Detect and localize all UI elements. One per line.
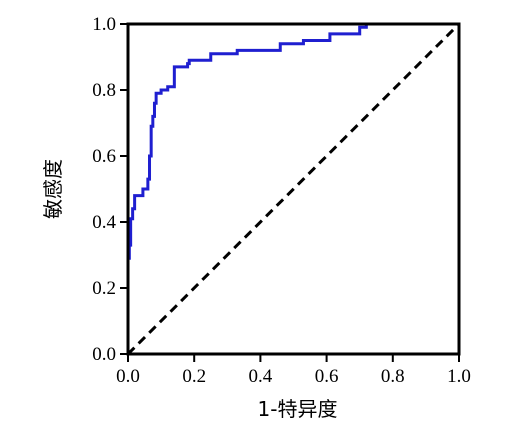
reference-diagonal-line bbox=[126, 22, 461, 356]
tick-labels: 0.0 0.2 0.4 0.6 0.8 1.0 0.0 0.2 0.4 0.6 0.8 1.0 bbox=[92, 14, 471, 387]
x-tick-label: 0.8 bbox=[381, 366, 405, 387]
y-tick-label: 0.6 bbox=[92, 146, 116, 167]
y-tick-label: 0.4 bbox=[92, 212, 116, 233]
y-tick-label: 0.2 bbox=[92, 278, 116, 299]
plot-frame bbox=[126, 22, 461, 356]
x-tick-label: 0.2 bbox=[182, 366, 206, 387]
plot-border bbox=[126, 22, 461, 356]
y-axis-title: 敏感度 bbox=[41, 159, 65, 219]
series-layer bbox=[126, 22, 461, 356]
y-tick-label: 0.0 bbox=[92, 344, 116, 365]
x-axis-title: 1-特异度 bbox=[258, 397, 338, 421]
x-tick-label: 0.4 bbox=[249, 366, 273, 387]
x-tick-label: 0.0 bbox=[116, 366, 140, 387]
y-tick-label: 1.0 bbox=[92, 14, 116, 35]
tick-marks bbox=[120, 23, 460, 362]
roc-curve-line bbox=[126, 22, 459, 354]
y-tick-label: 0.8 bbox=[92, 80, 116, 101]
x-tick-label: 0.6 bbox=[315, 366, 339, 387]
x-tick-label: 1.0 bbox=[447, 366, 471, 387]
